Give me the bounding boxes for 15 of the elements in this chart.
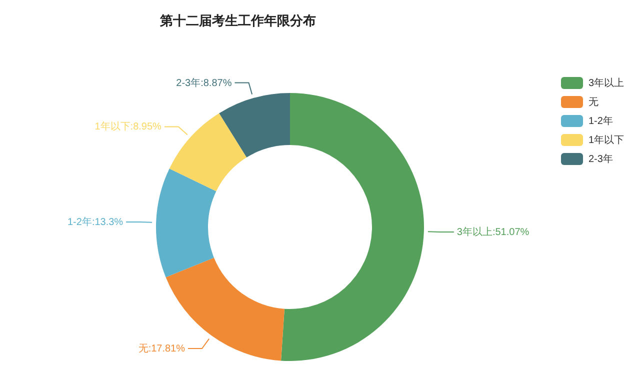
legend-label: 1-2年 bbox=[588, 115, 613, 128]
data-label: 3年以上:51.07% bbox=[456, 226, 530, 238]
legend-label: 1年以下 bbox=[588, 134, 624, 147]
donut-slice bbox=[156, 168, 216, 278]
chart-title: 第十二届考生工作年限分布 bbox=[159, 12, 317, 30]
donut-slice bbox=[219, 93, 290, 158]
donut-slice bbox=[169, 113, 247, 192]
legend-label: 无 bbox=[588, 96, 598, 109]
legend-label: 3年以上 bbox=[588, 76, 624, 90]
data-label: 1-2年:13.3% bbox=[67, 216, 124, 228]
data-label: 1年以下:8.95% bbox=[94, 120, 162, 133]
data-label: 2-3年:8.87% bbox=[176, 76, 232, 89]
legend-label: 2-3年 bbox=[588, 153, 613, 166]
donut-slice bbox=[281, 93, 424, 361]
data-label: 无:17.81% bbox=[138, 343, 186, 354]
